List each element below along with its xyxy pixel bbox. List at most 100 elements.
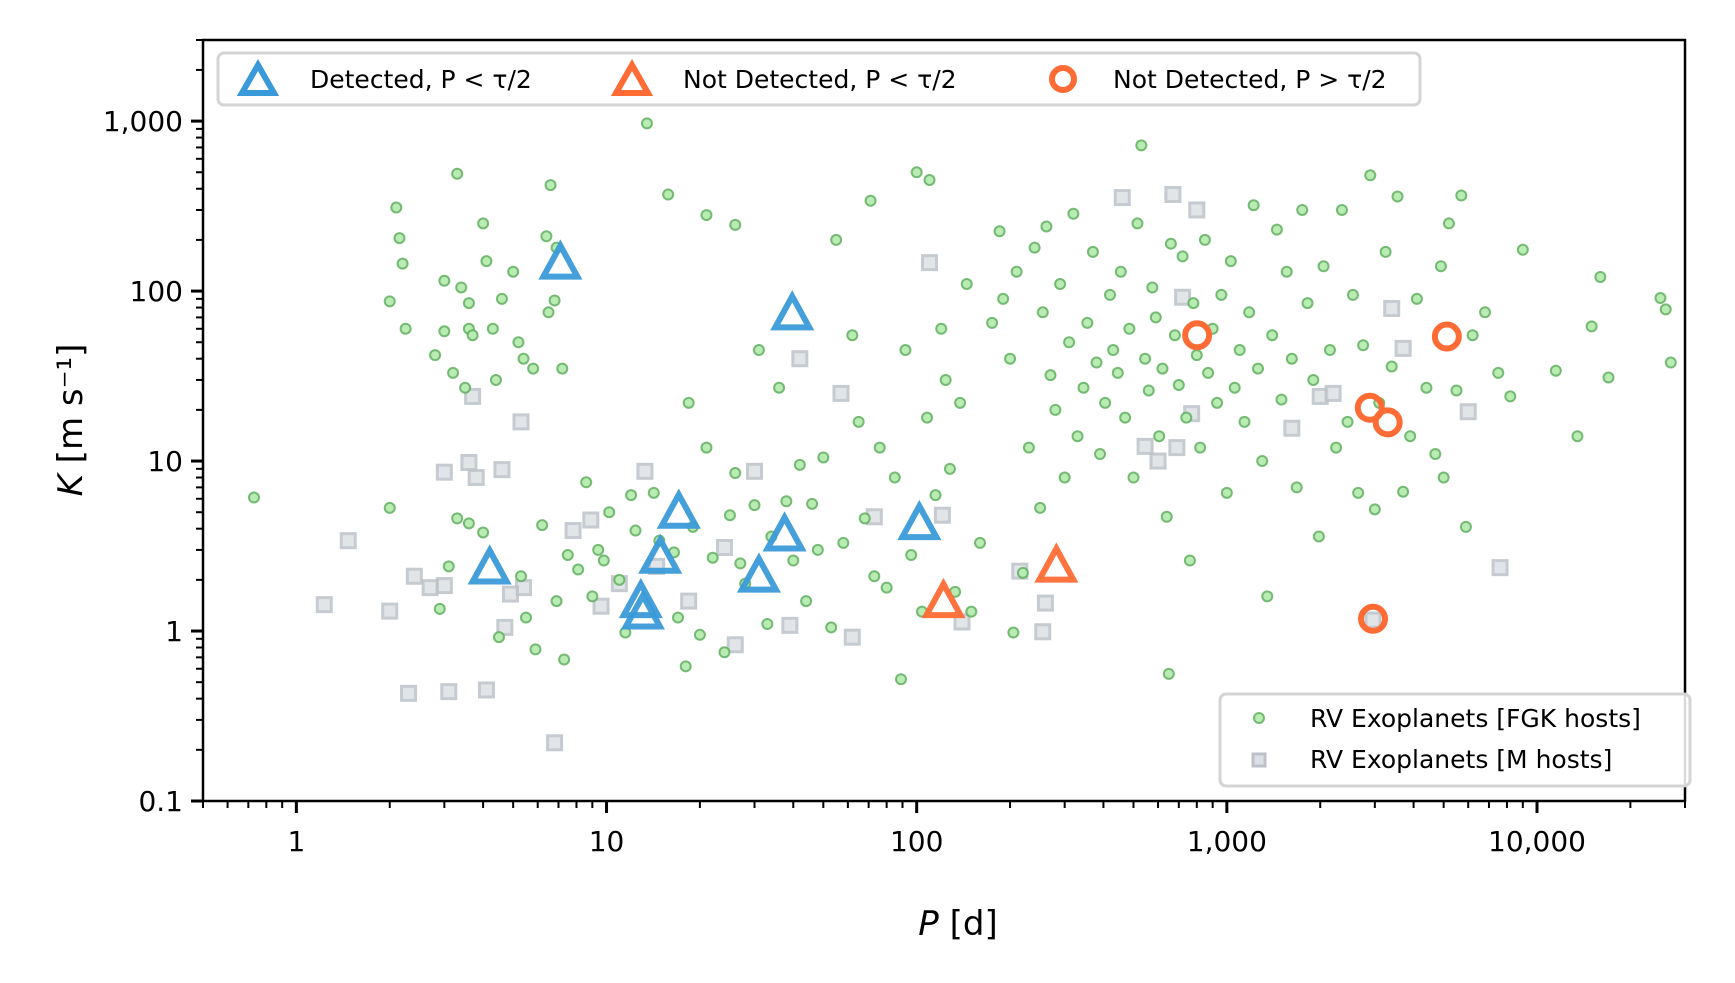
fgk-host-point xyxy=(536,519,549,532)
fgk-host-point xyxy=(640,117,653,130)
fgk-host-point xyxy=(787,554,800,567)
m-host-point xyxy=(746,462,764,480)
fgk-host-point xyxy=(1238,415,1251,428)
detected-planet-marker xyxy=(618,577,663,619)
fgk-host-point xyxy=(1040,220,1053,233)
m-host-point xyxy=(496,618,514,636)
fgk-host-point xyxy=(761,617,774,630)
fgk-host-point xyxy=(1176,250,1189,263)
fgk-host-point xyxy=(780,495,793,508)
fgk-host-point xyxy=(939,373,952,386)
fgk-host-point xyxy=(451,512,464,525)
fgk-host-point xyxy=(466,329,479,342)
fgk-host-point xyxy=(923,174,936,187)
m-host-point xyxy=(477,681,495,699)
y-axis-label: K [m s⁻¹] xyxy=(51,344,91,497)
fgk-host-point xyxy=(1071,430,1084,443)
axis-ticks: 1 10 100 1,000 10,000 0.1 1 10 100 1,000 xyxy=(103,39,1686,858)
fgk-host-point xyxy=(1492,366,1505,379)
not-detected-long-period-marker xyxy=(1354,392,1385,423)
fgk-host-point xyxy=(1664,356,1677,369)
m-host-point xyxy=(1034,623,1052,641)
fgk-host-point xyxy=(793,458,806,471)
fgk-host-point xyxy=(1172,379,1185,392)
fgk-host-point xyxy=(1067,207,1080,220)
fgk-host-point xyxy=(1123,322,1136,335)
fgk-host-point xyxy=(960,278,973,291)
fgk-host-point xyxy=(954,396,967,409)
m-host-point xyxy=(339,532,357,550)
m-host-point xyxy=(715,539,733,557)
m-host-point xyxy=(1394,339,1412,357)
fgk-host-point xyxy=(864,194,877,207)
detected-planet-marker xyxy=(620,589,665,630)
fgk-host-point xyxy=(1220,486,1233,499)
fgk-host-point xyxy=(390,201,403,214)
fgk-host-point xyxy=(1352,486,1365,499)
fgk-host-point xyxy=(1437,471,1450,484)
detected-planet-marker xyxy=(770,290,815,331)
fgk-host-point xyxy=(1251,362,1264,375)
fgk-host-point xyxy=(965,605,978,618)
fgk-host-point xyxy=(1341,415,1354,428)
fgk-host-point xyxy=(1280,265,1293,278)
fgk-host-point xyxy=(507,265,520,278)
fgk-host-point xyxy=(752,344,765,357)
legend-top: Detected, P < τ/2 Not Detected, P < τ/2 … xyxy=(216,51,1422,107)
fgk-host-point xyxy=(1215,288,1228,301)
m-host-point xyxy=(512,413,530,431)
fgk-host-point xyxy=(729,467,742,480)
fgk-host-point xyxy=(1063,336,1076,349)
m-host-point xyxy=(440,683,458,701)
fgk-host-point xyxy=(858,512,871,525)
fgk-host-point xyxy=(693,628,706,641)
fgk-host-point xyxy=(1016,566,1029,579)
fgk-host-point xyxy=(723,509,736,522)
fgk-host-point xyxy=(489,373,502,386)
fgk-host-point xyxy=(1455,189,1468,202)
fgk-host-point xyxy=(572,563,585,576)
fgk-host-point xyxy=(1198,233,1211,246)
legend-not-detected-long-label: Not Detected, P > τ/2 xyxy=(1113,65,1387,94)
m-host-point xyxy=(781,616,799,634)
fgk-host-point xyxy=(1183,554,1196,567)
fgk-host-point xyxy=(1307,373,1320,386)
fgk-host-point xyxy=(462,517,475,530)
fgk-host-point xyxy=(1077,381,1090,394)
fgk-host-point xyxy=(1081,316,1094,329)
fgk-host-point xyxy=(1404,430,1417,443)
fgk-host-point xyxy=(1103,288,1116,301)
fgk-host-point xyxy=(548,294,561,307)
x-tick-label: 10 xyxy=(589,825,625,858)
fgk-host-point xyxy=(1571,430,1584,443)
fgk-host-point xyxy=(935,322,948,335)
fgk-host-point xyxy=(888,471,901,484)
legend-not-detected-ring-icon xyxy=(1049,65,1077,93)
detected-planet-marker xyxy=(897,499,942,541)
fgk-host-point xyxy=(852,415,865,428)
m-host-point xyxy=(381,602,399,620)
fgk-host-point xyxy=(1022,441,1035,454)
m-host-point xyxy=(1364,611,1382,629)
fgk-host-point xyxy=(542,306,555,319)
fgk-host-point xyxy=(1256,455,1269,468)
not-detected-short-period-marker xyxy=(1034,542,1079,583)
not-detected-long-period-marker xyxy=(1358,603,1389,634)
fgk-host-point xyxy=(1131,217,1144,230)
fgk-host-point xyxy=(868,570,881,583)
fgk-host-point xyxy=(1459,520,1472,533)
detected-planet-marker xyxy=(538,239,583,280)
fgk-host-point xyxy=(1049,403,1062,416)
fgk-host-point xyxy=(540,230,553,243)
m-host-point xyxy=(680,592,698,610)
fgk-host-point xyxy=(517,352,530,365)
x-tick-label: 10,000 xyxy=(1488,825,1586,858)
y-tick-label: 0.1 xyxy=(138,785,183,818)
fgk-host-point xyxy=(1335,203,1348,216)
fgk-host-point xyxy=(1379,245,1392,258)
m-host-point xyxy=(1113,189,1131,207)
m-host-point xyxy=(1383,299,1401,317)
fgk-host-point xyxy=(527,362,540,375)
m-host-point xyxy=(1149,452,1167,470)
